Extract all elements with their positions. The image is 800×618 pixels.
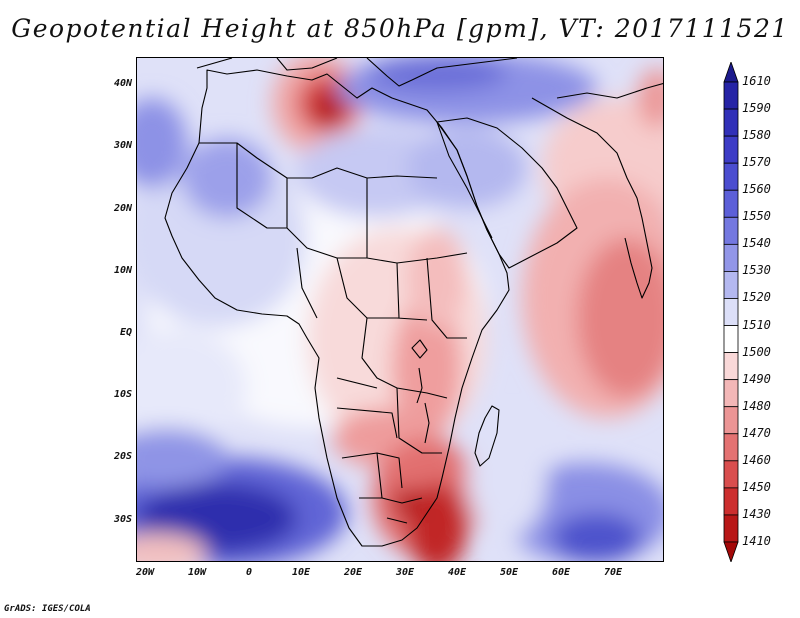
colorbar-level-label: 1490 <box>742 371 771 386</box>
colorbar-swatch <box>723 108 739 137</box>
colorbar-swatch <box>723 271 739 299</box>
lat-label: 20N <box>113 203 132 214</box>
colorbar-swatch <box>723 433 739 462</box>
lon-label: 20E <box>343 567 363 578</box>
map-panel <box>136 57 664 562</box>
colorbar-level-label: 1590 <box>742 101 771 116</box>
arabia-coastline <box>436 117 578 269</box>
lon-label: 60E <box>551 567 571 578</box>
africa-coastline <box>164 69 510 547</box>
colorbar-swatch <box>723 460 739 489</box>
colorbar-swatch <box>723 514 739 543</box>
colorbar-level-label: 1560 <box>742 182 771 197</box>
colorbar-level-label: 1510 <box>742 317 771 332</box>
colorbar-level-label: 1570 <box>742 155 771 170</box>
colorbar-level-label: 1450 <box>742 479 771 494</box>
colorbar-swatch <box>723 352 739 381</box>
colorbar-swatch <box>723 189 739 218</box>
colorbar: 1610 1590 1580 1570 1560 1550 1540 1530 1520 1510… <box>721 62 796 562</box>
lat-label: 10S <box>113 389 132 400</box>
lon-label: 10E <box>291 567 311 578</box>
colorbar-min-arrow <box>723 541 739 562</box>
lat-label: 40N <box>113 78 132 89</box>
colorbar-max-arrow <box>723 62 739 83</box>
colorbar-level-label: 1470 <box>742 425 771 440</box>
colorbar-level-label: 1530 <box>742 263 771 278</box>
colorbar-level-label: 1430 <box>742 506 771 521</box>
lon-label: 10W <box>187 567 207 578</box>
colorbar-swatch <box>723 487 739 516</box>
colorbar-swatch <box>723 406 739 435</box>
lon-label: 70E <box>603 567 623 578</box>
lon-label: 20W <box>135 567 155 578</box>
lon-label: 50E <box>499 567 519 578</box>
colorbar-swatch <box>723 379 739 408</box>
colorbar-swatches <box>723 62 739 562</box>
lat-label: 20S <box>113 451 132 462</box>
asia-coastline <box>531 82 663 299</box>
colorbar-swatch <box>723 216 739 245</box>
europe-coastline <box>196 58 518 87</box>
lon-label: 40E <box>447 567 467 578</box>
colorbar-swatch <box>723 243 739 272</box>
coastlines <box>164 58 663 547</box>
map-canvas <box>137 58 663 561</box>
colorbar-swatch <box>723 162 739 191</box>
colorbar-swatch <box>723 81 739 110</box>
colorbar-level-label: 1460 <box>742 452 771 467</box>
country-borders <box>199 142 468 524</box>
lon-label: 30E <box>395 567 415 578</box>
colorbar-swatch <box>723 298 739 326</box>
colorbar-level-label: 1480 <box>742 398 771 413</box>
colorbar-swatch <box>723 135 739 164</box>
colorbar-level-label: 1540 <box>742 236 771 251</box>
map-title: Geopotential Height at 850hPa [gpm], VT:… <box>11 14 789 43</box>
madagascar-coastline <box>474 405 500 467</box>
height-field-shading <box>137 58 663 561</box>
colorbar-level-label: 1550 <box>742 209 771 224</box>
colorbar-level-label: 1500 <box>742 344 771 359</box>
colorbar-swatch <box>723 325 739 353</box>
lat-label: 30N <box>113 140 132 151</box>
lat-label: EQ <box>119 327 132 338</box>
lat-label: 30S <box>113 514 132 525</box>
lon-label: 0 <box>245 567 253 578</box>
colorbar-level-label: 1580 <box>742 128 771 143</box>
grads-credit: GrADS: IGES/COLA <box>4 604 91 614</box>
colorbar-level-label: 1520 <box>742 290 771 305</box>
colorbar-level-label: 1610 <box>742 74 771 88</box>
colorbar-level-label: 1410 <box>742 534 771 548</box>
great-lakes <box>411 339 430 444</box>
lat-label: 10N <box>113 265 132 276</box>
